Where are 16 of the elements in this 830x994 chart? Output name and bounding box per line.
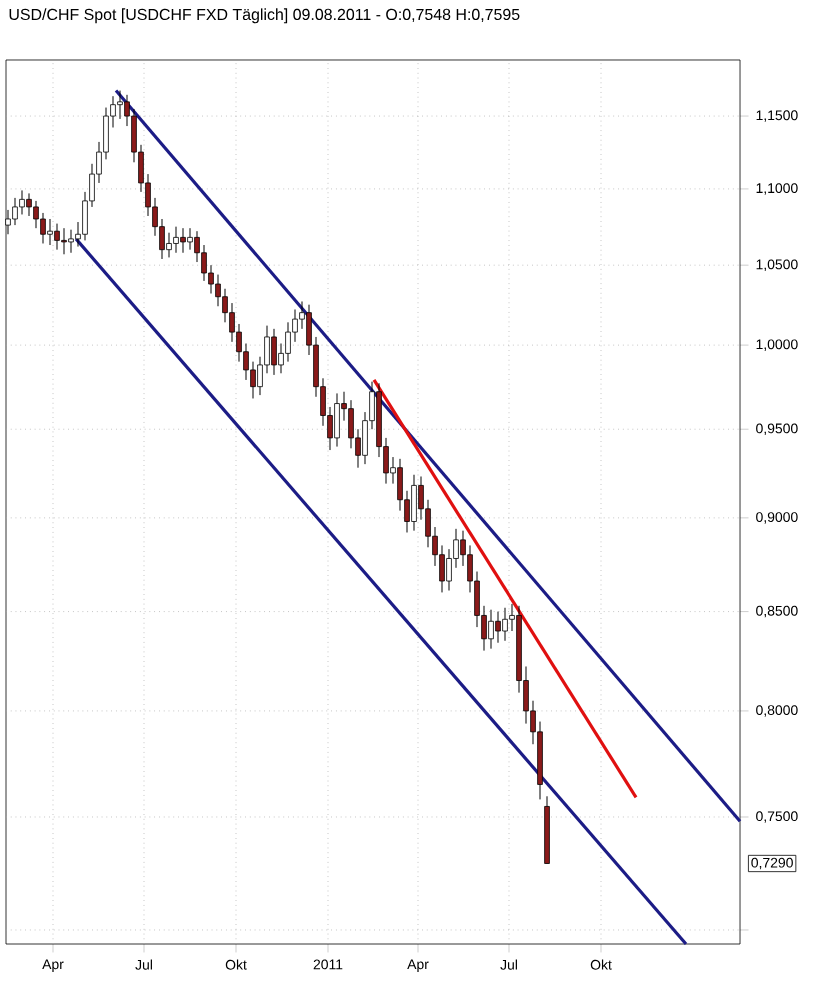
candlestick [411, 474, 417, 532]
candlestick [12, 197, 18, 226]
candlestick [180, 227, 186, 254]
candlestick [61, 227, 67, 255]
candlestick [68, 229, 74, 254]
candlestick [47, 218, 53, 246]
candlestick [117, 90, 123, 120]
candlestick [271, 328, 277, 376]
candlestick [54, 223, 60, 251]
candlestick [187, 227, 193, 251]
candlestick [334, 392, 340, 448]
candlestick [502, 607, 508, 642]
candlestick [166, 232, 172, 258]
candlestick [488, 609, 494, 650]
candlestick [173, 226, 179, 254]
candlestick [495, 611, 501, 644]
